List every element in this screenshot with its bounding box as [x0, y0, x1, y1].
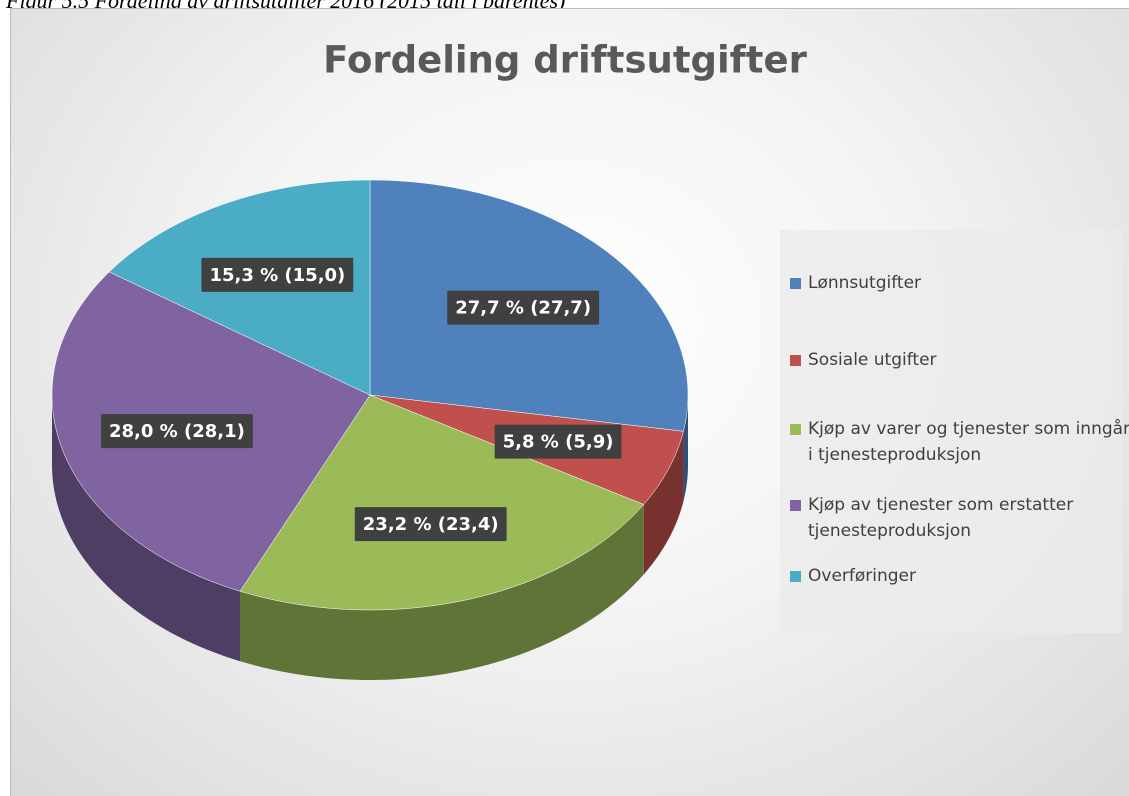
data-label-bg: [201, 257, 354, 292]
legend-item: Kjøp av tjenester som erstatter tjeneste…: [790, 492, 1129, 544]
slice-side: [683, 395, 688, 502]
data-label: 28,0 % (28,1): [109, 421, 245, 442]
legend-item: Lønnsutgifter: [790, 270, 1129, 296]
legend-swatch: [790, 424, 801, 435]
legend-swatch: [790, 278, 801, 289]
data-label-bg: [447, 290, 600, 325]
data-label: 15,3 % (15,0): [209, 265, 345, 286]
legend-swatch: [790, 571, 801, 582]
legend-label: Lønnsutgifter: [808, 273, 922, 293]
legend: Lønnsutgifter Sosiale utgifter Kjøp av var…: [780, 230, 1129, 633]
data-label-bg: [354, 507, 507, 542]
chart-title: Fordeling driftsutgifter: [323, 39, 807, 82]
slice-side: [643, 431, 684, 575]
legend-label: Kjøp av varer og tjenester som inngår i …: [808, 419, 1129, 465]
slice-side: [240, 504, 644, 680]
data-label-bg: [101, 414, 253, 449]
legend-swatch: [790, 500, 801, 511]
data-label: 23,2 % (23,4): [363, 514, 499, 535]
legend-label: Overføringer: [808, 566, 917, 586]
legend-item: Kjøp av varer og tjenester som inngår i …: [790, 416, 1129, 468]
slice: [239, 394, 645, 611]
data-label: 5,8 % (5,9): [503, 432, 614, 453]
legend-swatch: [790, 355, 801, 366]
data-label-bg: [494, 424, 622, 459]
legend-label: Sosiale utgifter: [808, 350, 937, 370]
legend-label: Kjøp av tjenester som erstatter tjeneste…: [808, 495, 1074, 541]
legend-item: Overføringer: [790, 563, 1129, 589]
data-label: 27,7 % (27,7): [455, 298, 591, 319]
legend-item: Sosiale utgifter: [790, 347, 1129, 373]
slice-side: [52, 395, 241, 662]
